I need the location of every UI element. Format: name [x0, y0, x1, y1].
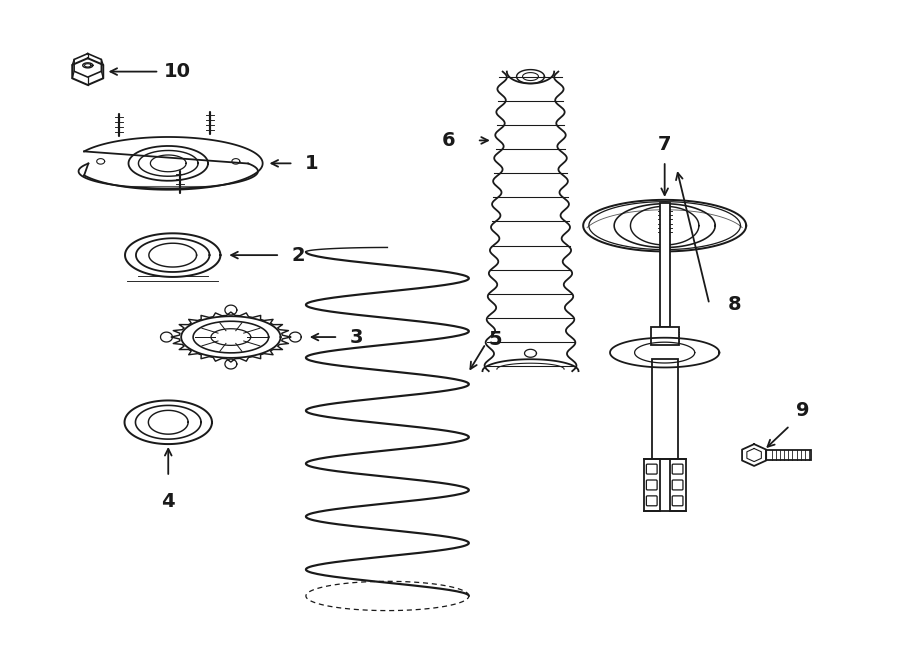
FancyBboxPatch shape: [672, 464, 683, 474]
Text: 2: 2: [291, 246, 305, 264]
FancyBboxPatch shape: [646, 464, 657, 474]
Text: 7: 7: [658, 136, 671, 154]
Bar: [766, 449, 811, 461]
Text: 9: 9: [796, 401, 809, 420]
Text: 1: 1: [304, 154, 319, 173]
Text: 4: 4: [161, 492, 176, 511]
Bar: [670, 459, 686, 511]
Text: 5: 5: [488, 330, 502, 349]
Text: 10: 10: [164, 62, 191, 81]
FancyBboxPatch shape: [646, 496, 657, 506]
FancyBboxPatch shape: [672, 496, 683, 506]
Bar: [652, 358, 678, 459]
Text: 3: 3: [349, 328, 363, 346]
Bar: [660, 203, 670, 327]
Text: 8: 8: [727, 295, 741, 314]
FancyBboxPatch shape: [672, 480, 683, 490]
Bar: [651, 327, 679, 345]
Text: 6: 6: [441, 131, 455, 150]
FancyBboxPatch shape: [646, 480, 657, 490]
Bar: [644, 459, 660, 511]
